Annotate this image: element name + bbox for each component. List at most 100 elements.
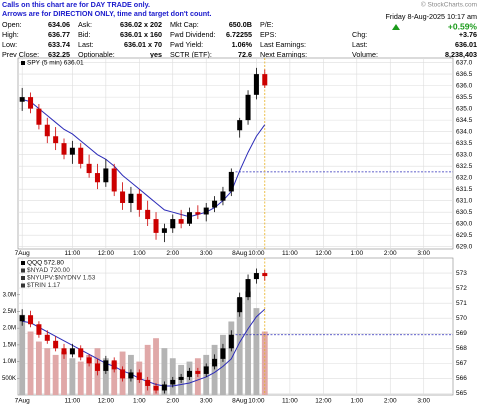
quote-label: Chg: <box>352 30 367 39</box>
candle-body <box>53 136 59 144</box>
y-tick-label: 629.0 <box>456 243 473 250</box>
candle-body <box>120 369 126 379</box>
x-tick-label: 11:00 <box>282 250 298 257</box>
quote-label: High: <box>2 30 19 39</box>
candle-body <box>161 384 167 391</box>
candle-body <box>145 209 151 220</box>
y-tick-label: 636.0 <box>456 82 473 89</box>
legend-swatch <box>21 283 25 288</box>
x-tick-label: 10:00 <box>248 398 265 405</box>
y-tick-label: 567 <box>456 360 467 367</box>
quote-value: 8,238,403 <box>445 50 477 59</box>
legend-swatch <box>21 261 25 265</box>
volume-bar <box>27 331 34 395</box>
x-tick-label: 3:00 <box>417 250 430 257</box>
candle-body <box>220 348 226 359</box>
candle-body <box>36 324 42 335</box>
quote-value: 6.72255 <box>226 30 252 39</box>
y-tick-label: 632.0 <box>456 174 473 181</box>
brand: © StockCharts.com <box>421 1 477 9</box>
x-tick-label: 11:00 <box>282 398 298 405</box>
candle-body <box>44 334 50 341</box>
quote-value: 636.02 x 202 <box>120 20 162 29</box>
volume-bar <box>52 354 59 395</box>
moving-average <box>22 308 266 387</box>
y-tick-label: 633.5 <box>456 140 473 147</box>
candle-body <box>178 376 184 380</box>
y-tick-label: 570 <box>456 315 467 322</box>
quote-value: 634.06 <box>48 20 70 29</box>
volume-bar <box>44 348 51 395</box>
y-tick-label: 566 <box>456 375 467 382</box>
quote-value: 636.77 <box>48 30 70 39</box>
volume-bar <box>77 361 84 395</box>
volume-bar <box>144 344 151 395</box>
y-tick-label: 571 <box>456 300 467 307</box>
quote-label: Next Earnings: <box>260 50 307 59</box>
candle-body <box>262 74 268 86</box>
y-tick-label: 635.5 <box>456 94 473 101</box>
candle-body <box>44 124 50 137</box>
y-tick-label: 637.0 <box>456 59 473 66</box>
x-tick-label: 11:00 <box>64 398 80 405</box>
candle-body <box>237 297 243 313</box>
legend-swatch <box>21 268 25 273</box>
candle-body <box>253 273 259 280</box>
legend-entry: QQQ 572.80 <box>27 260 64 267</box>
quote-value: 633.74 <box>48 40 70 49</box>
candle-body <box>237 120 243 131</box>
candle-body <box>111 168 117 192</box>
quote-label: Last: <box>78 40 94 49</box>
volume-bar <box>102 358 109 395</box>
candle-body <box>86 163 92 174</box>
quote-label: Ask: <box>78 20 92 29</box>
y-tick-label: 630.5 <box>456 209 473 216</box>
candle-body <box>170 219 176 229</box>
quote-value: 650.0B <box>229 20 252 29</box>
x-tick-label: 12:00 <box>98 250 115 257</box>
quote-label: Last: <box>352 40 368 49</box>
y-tick-label: 631.5 <box>456 186 473 193</box>
x-tick-label: 3:00 <box>200 398 213 405</box>
notice: Arrows are for DIRECTION ONLY, time and … <box>2 9 212 18</box>
quote-value: 72.6 <box>238 50 252 59</box>
candle-body <box>228 334 234 349</box>
quote-header: Calls on this chart are for DAY TRADE on… <box>2 0 477 59</box>
x-tick-label: 7Aug <box>15 398 31 405</box>
candle-body <box>103 168 109 183</box>
x-tick-label: 12:00 <box>315 398 332 405</box>
quote-label: Fwd Dividend: <box>170 30 216 39</box>
candle-body <box>61 143 67 155</box>
y-tick-label: 634.0 <box>456 128 473 135</box>
volume-tick-label: 3.0M <box>3 292 16 298</box>
volume-bar <box>220 334 226 395</box>
quote-value: 636.01 x 160 <box>120 30 162 39</box>
volume-bar <box>211 344 218 395</box>
x-tick-label: 2:00 <box>166 250 179 257</box>
x-tick-label: 10:00 <box>248 250 265 257</box>
candle-body <box>128 372 134 379</box>
volume-bar <box>35 341 42 395</box>
y-tick-label: 632.5 <box>456 163 473 170</box>
candle-body <box>203 207 209 215</box>
candle-body <box>186 212 192 224</box>
volume-tick-label: 1.5M <box>3 342 16 348</box>
y-tick-label: 565 <box>456 390 467 397</box>
quote-label: Bid: <box>78 30 90 39</box>
quote-value: 632.25 <box>48 50 70 59</box>
y-tick-label: 569 <box>456 330 467 337</box>
change-percent: +0.59% <box>448 21 478 31</box>
quote-date: Friday 8-Aug-2025 10:17 am <box>386 12 478 21</box>
up-arrow <box>392 24 400 30</box>
quote-value: 636.01 x 70 <box>124 40 162 49</box>
candle-body <box>69 348 75 355</box>
x-tick-label: 8Aug <box>232 250 248 257</box>
plot-area <box>17 57 454 250</box>
candle-body <box>178 219 184 224</box>
candle-body <box>262 273 268 277</box>
candle-body <box>111 360 117 370</box>
candle-body <box>103 360 109 371</box>
candle-body <box>28 97 34 109</box>
y-tick-label: 635.0 <box>456 105 473 112</box>
candle-body <box>203 366 209 374</box>
